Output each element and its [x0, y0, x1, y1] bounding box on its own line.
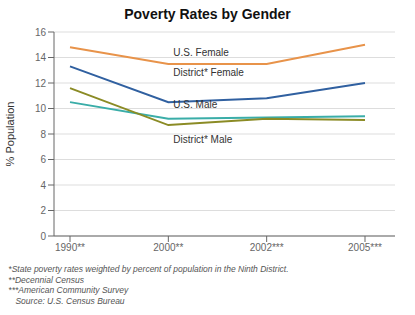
svg-text:2005***: 2005***	[348, 242, 382, 253]
svg-text:8: 8	[40, 129, 46, 140]
svg-text:4: 4	[40, 180, 46, 191]
svg-text:District* Male: District* Male	[173, 134, 232, 145]
html-text:Source: U.S. Census Bureau: Source: U.S. Census Bureau	[6, 295, 125, 306]
svg-text:2: 2	[40, 205, 46, 216]
svg-text:16: 16	[35, 27, 47, 38]
svg-text:District* Female: District* Female	[173, 67, 244, 78]
svg-text:14: 14	[35, 52, 47, 63]
svg-text:2002***: 2002***	[250, 242, 284, 253]
svg-text:% Population: % Population	[8, 102, 16, 167]
svg-text:12: 12	[35, 78, 47, 89]
svg-text:1990**: 1990**	[55, 242, 85, 253]
svg-text:2000**: 2000**	[153, 242, 183, 253]
svg-text:6: 6	[40, 154, 46, 165]
html-text:**Decennial Census: **Decennial Census	[6, 274, 84, 285]
svg-text:0: 0	[40, 231, 46, 242]
html-text:*State poverty rates weighted: *State poverty rates weighted by percent…	[6, 264, 289, 274]
html-text:***American Community Survey: ***American Community Survey	[6, 285, 129, 295]
svg-text:U.S. Female: U.S. Female	[173, 47, 229, 58]
svg-text:10: 10	[35, 103, 47, 114]
svg-text:U.S. Male: U.S. Male	[173, 99, 217, 110]
html-text:Poverty Rates by Gender: Poverty Rates by Gender	[124, 6, 291, 22]
